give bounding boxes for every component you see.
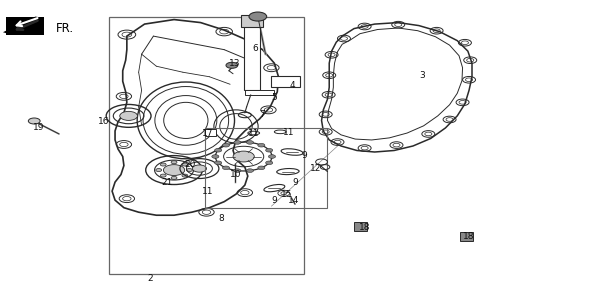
Circle shape <box>171 176 177 179</box>
Bar <box>271 76 300 87</box>
Circle shape <box>212 155 219 158</box>
Text: 11: 11 <box>283 128 295 137</box>
Circle shape <box>222 166 230 170</box>
Text: 18: 18 <box>463 232 475 241</box>
Circle shape <box>268 155 276 158</box>
Text: 11: 11 <box>202 187 214 196</box>
Text: 18: 18 <box>359 223 371 232</box>
Text: 8: 8 <box>218 214 224 223</box>
Circle shape <box>182 163 188 166</box>
Text: 7: 7 <box>260 110 266 119</box>
Circle shape <box>247 169 254 172</box>
Circle shape <box>171 161 177 164</box>
Text: 16: 16 <box>97 117 109 126</box>
Circle shape <box>222 143 230 147</box>
Bar <box>241 15 263 27</box>
Circle shape <box>28 118 40 124</box>
Text: 11: 11 <box>248 129 260 138</box>
Circle shape <box>266 161 273 165</box>
Text: 17: 17 <box>202 129 214 138</box>
Text: 10: 10 <box>230 170 242 179</box>
Text: 13: 13 <box>228 59 240 68</box>
Bar <box>109 17 304 274</box>
Circle shape <box>120 111 137 120</box>
Text: 9: 9 <box>271 196 277 205</box>
Bar <box>244 24 260 90</box>
Text: 9: 9 <box>292 178 298 187</box>
Circle shape <box>233 151 254 162</box>
Circle shape <box>249 12 267 21</box>
Text: 21: 21 <box>161 178 173 187</box>
Circle shape <box>258 143 265 147</box>
Circle shape <box>163 165 185 175</box>
Circle shape <box>234 141 241 144</box>
Circle shape <box>247 141 254 144</box>
Circle shape <box>160 174 166 177</box>
Text: 5: 5 <box>271 93 277 102</box>
Text: 6: 6 <box>252 44 258 53</box>
Bar <box>6 17 44 35</box>
Circle shape <box>156 169 162 172</box>
Text: 15: 15 <box>281 190 293 199</box>
Bar <box>354 222 367 231</box>
Bar <box>205 128 327 208</box>
Text: 19: 19 <box>32 123 44 132</box>
Text: FR.: FR. <box>56 22 74 35</box>
Text: 20: 20 <box>184 160 196 169</box>
Circle shape <box>226 62 238 68</box>
Circle shape <box>186 169 192 172</box>
Bar <box>205 129 216 136</box>
Polygon shape <box>3 17 44 35</box>
Text: 9: 9 <box>301 150 307 160</box>
Text: 4: 4 <box>289 81 295 90</box>
Bar <box>460 232 473 241</box>
Polygon shape <box>322 23 472 152</box>
Text: 14: 14 <box>288 196 300 205</box>
Circle shape <box>182 174 188 177</box>
Circle shape <box>215 161 222 165</box>
Circle shape <box>258 166 265 170</box>
Polygon shape <box>112 20 278 215</box>
Text: 2: 2 <box>148 274 153 283</box>
Circle shape <box>160 163 166 166</box>
Circle shape <box>266 148 273 152</box>
Circle shape <box>234 169 241 172</box>
Circle shape <box>215 148 222 152</box>
Text: 12: 12 <box>310 164 322 173</box>
Text: 3: 3 <box>419 71 425 80</box>
Bar <box>245 90 274 95</box>
Circle shape <box>192 165 206 172</box>
